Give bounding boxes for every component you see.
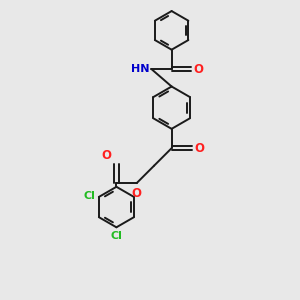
Text: O: O	[132, 187, 142, 200]
Text: HN: HN	[131, 64, 149, 74]
Text: O: O	[195, 142, 205, 155]
Text: O: O	[102, 148, 112, 161]
Text: Cl: Cl	[110, 231, 122, 241]
Text: O: O	[194, 62, 204, 76]
Text: Cl: Cl	[83, 190, 95, 200]
